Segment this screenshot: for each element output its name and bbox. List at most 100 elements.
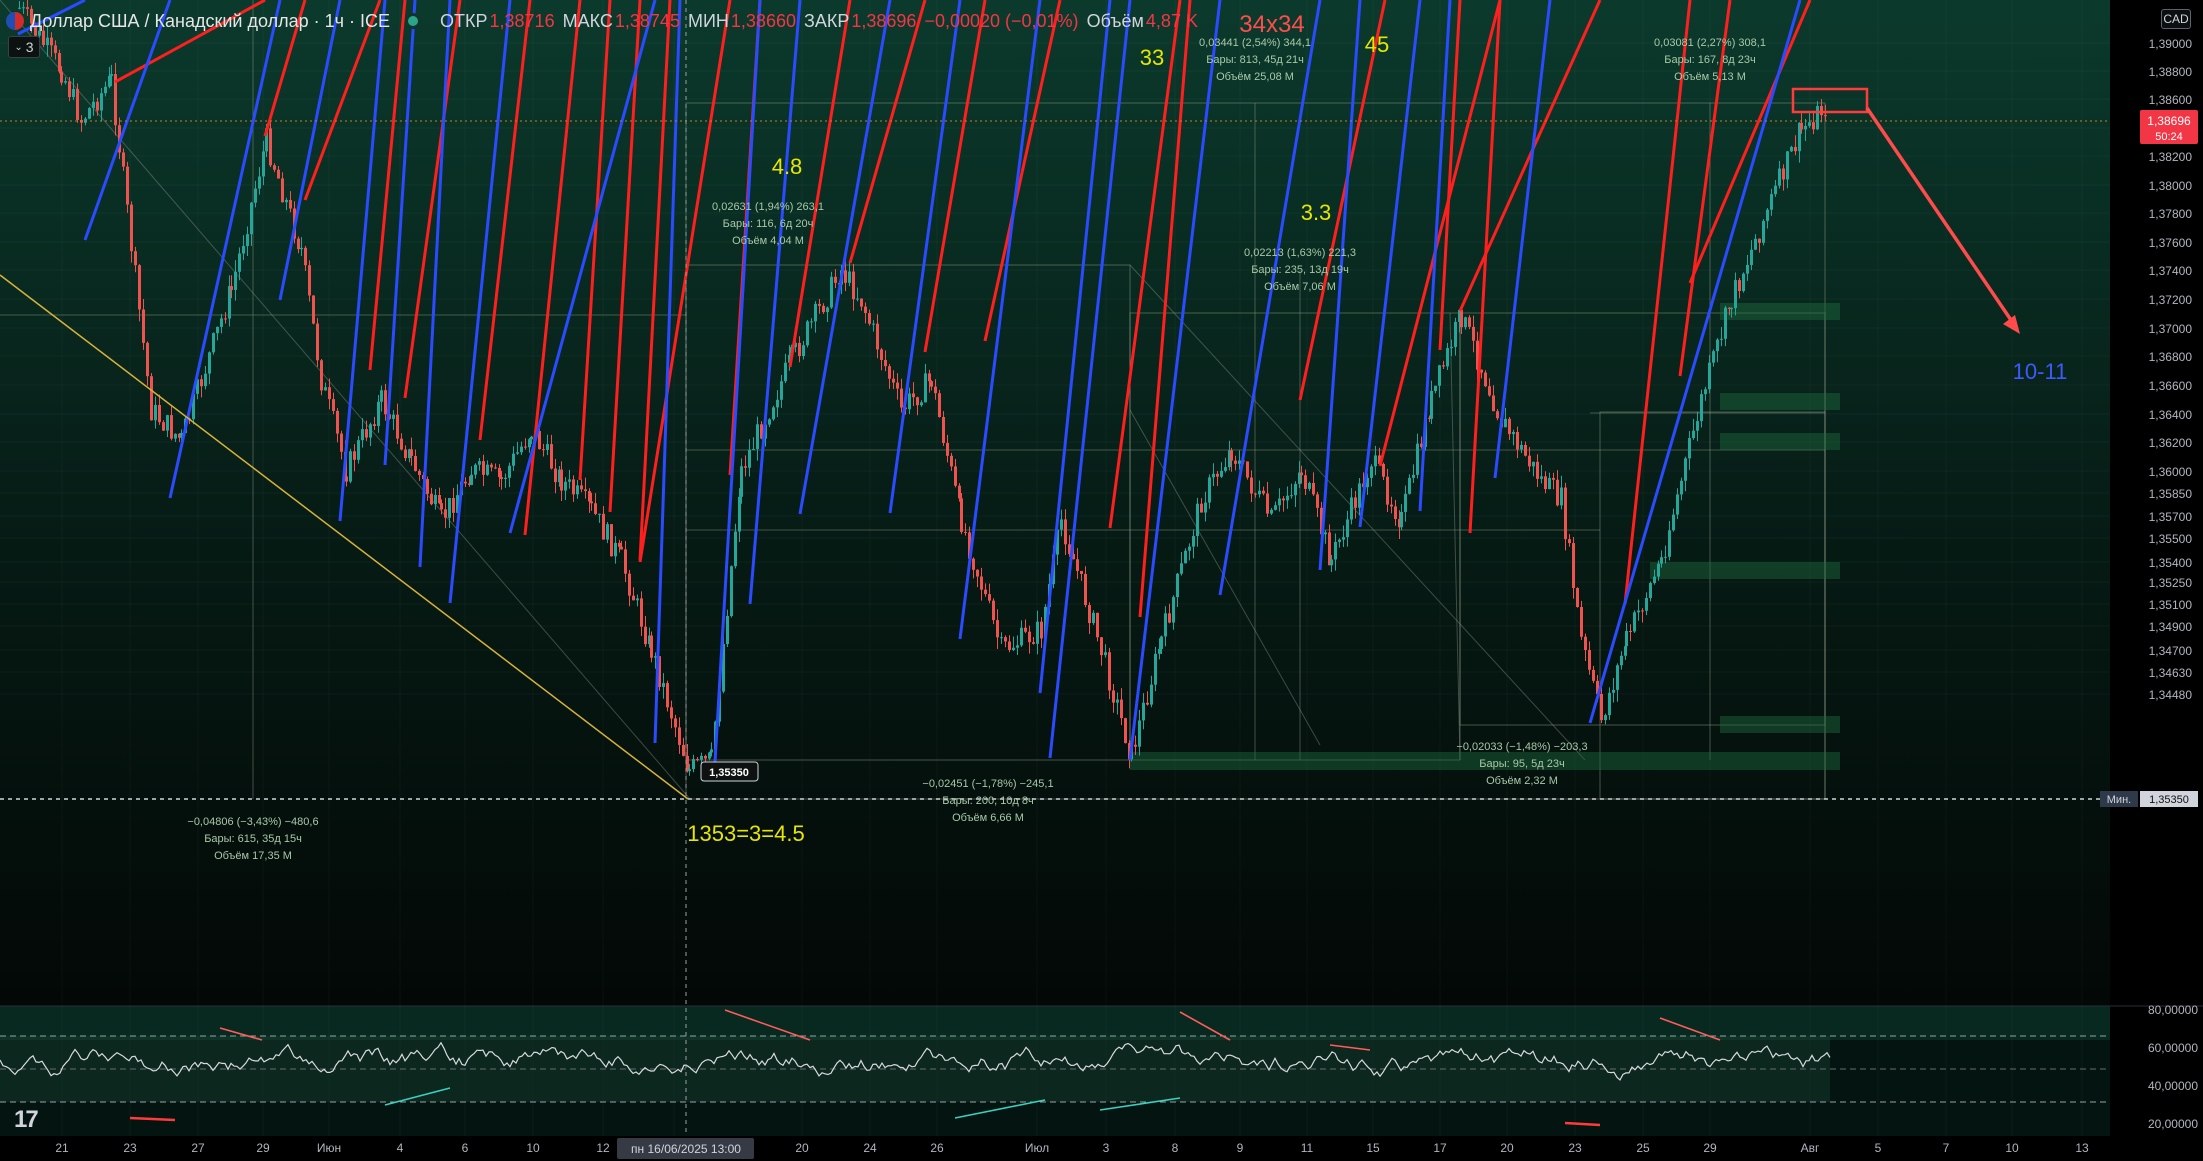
support-level — [508, 0, 657, 534]
support-level — [418, 0, 452, 568]
annotation-a4: 4.8 — [772, 154, 803, 179]
support-level — [1318, 0, 1362, 571]
time-tick-19: 17 — [1433, 1141, 1447, 1155]
measurement-0-l3: Объём 25,08 M — [1216, 71, 1294, 83]
price-tick-6: 1,37800 — [2149, 207, 2193, 221]
measurement-2-l1: 0,02631 (1,94%) 263,1 — [712, 201, 824, 213]
measurement-2-l3: Объём 4,04 M — [732, 235, 804, 247]
price-tick-7: 1,37600 — [2149, 236, 2193, 250]
measurement-4-l2: Бары: 615, 35д 15ч — [204, 833, 302, 845]
currency-button[interactable]: CAD — [2161, 9, 2191, 29]
crosshair-time-badge — [617, 1138, 754, 1159]
rsi-tick-2: 40,00000 — [2148, 1079, 2198, 1093]
measurement-0-l2: Бары: 813, 45д 21ч — [1206, 54, 1304, 66]
resistance-level — [368, 0, 407, 371]
min-label: Мин. — [2107, 794, 2131, 806]
crosshair-time-label: пн 16/06/2025 13:00 — [631, 1142, 741, 1156]
price-tick-1: 1,38800 — [2149, 65, 2193, 79]
open-label: ОТКР — [440, 10, 488, 31]
indicators-collapse-button[interactable]: ⌄ 3 — [8, 36, 40, 58]
time-axis-bg — [0, 1136, 2110, 1161]
target-box[interactable] — [1791, 87, 1869, 114]
min-label-badge — [2100, 791, 2138, 807]
forecast-arrow-head — [2003, 315, 2020, 334]
change-value: −0,00020 (−0,01%) — [924, 10, 1079, 31]
resistance-level — [578, 0, 612, 481]
candles — [18, 0, 1827, 776]
price-tick-17: 1,35700 — [2149, 510, 2193, 524]
annotation-a5: 3.3 — [1301, 200, 1332, 225]
annotation-a1: 33 — [1140, 45, 1164, 70]
support-level — [1128, 0, 1222, 761]
time-tick-6: 6 — [462, 1141, 469, 1155]
price-tick-21: 1,35100 — [2149, 598, 2193, 612]
time-tick-22: 25 — [1636, 1141, 1650, 1155]
open-value: 1,38716 — [489, 10, 555, 31]
measurement-0-l1: 0,03441 (2,54%) 344,1 — [1199, 37, 1311, 49]
time-tick-8: 12 — [596, 1141, 610, 1155]
time-tick-4: Июн — [317, 1141, 341, 1155]
support-level — [1493, 0, 1552, 479]
resistance-level — [303, 0, 382, 201]
support-level — [713, 0, 762, 763]
price-tick-18: 1,35500 — [2149, 532, 2193, 546]
time-tick-16: 9 — [1237, 1141, 1244, 1155]
tradingview-logo-icon[interactable]: 17 — [14, 1106, 39, 1133]
support-level — [1038, 0, 1112, 694]
price-tick-24: 1,34630 — [2149, 666, 2193, 680]
current-price-badge — [2140, 110, 2198, 144]
trendline[interactable] — [0, 274, 689, 800]
support-level — [798, 0, 892, 515]
market-status-icon[interactable] — [408, 16, 419, 26]
measurement-1-l2: Бары: 167, 8д 23ч — [1664, 54, 1756, 66]
price-tick-15: 1,36000 — [2149, 465, 2193, 479]
support-level — [748, 0, 802, 605]
resistance-level — [1458, 0, 1602, 312]
annotation-a3: 45 — [1365, 32, 1389, 57]
min-price-value: 1,35350 — [2149, 794, 2189, 806]
time-tick-23: 29 — [1703, 1141, 1717, 1155]
resistance-level — [1298, 0, 1387, 401]
measurement-6-l1: −0,02033 (−1,48%) −203,3 — [1456, 741, 1587, 753]
support-level — [338, 0, 387, 522]
rsi-indicator — [0, 1009, 2110, 1127]
annotation-a6: 1353=3=4.5 — [687, 821, 804, 846]
resistance-level — [848, 0, 927, 264]
support-level — [1358, 0, 1422, 528]
measurement-2-l2: Бары: 116, 6д 20ч — [723, 218, 814, 230]
time-tick-15: 8 — [1172, 1141, 1179, 1155]
time-tick-7: 10 — [526, 1141, 540, 1155]
volume-label: Объём — [1086, 10, 1144, 31]
time-tick-20: 20 — [1500, 1141, 1514, 1155]
measurement-5-l3: Объём 6,66 M — [952, 812, 1024, 824]
support-level — [383, 0, 417, 466]
high-label: МАКС — [562, 10, 613, 31]
support-level — [17, 0, 86, 36]
price-tick-13: 1,36400 — [2149, 408, 2193, 422]
close-value: 1,38696 — [851, 10, 917, 31]
resistance-level — [923, 0, 987, 353]
demand-zones — [1130, 303, 1840, 770]
price-tick-19: 1,35400 — [2149, 556, 2193, 570]
annotation-a2: 34x34 — [1239, 11, 1304, 38]
forecast-arrow[interactable] — [1865, 107, 2015, 324]
main-pane-bg — [0, 0, 2110, 1006]
resistance-level — [1438, 0, 1462, 351]
level-lines[interactable] — [17, 0, 1812, 763]
resistance-level — [1378, 0, 1502, 467]
measurement-6-l2: Бары: 95, 5д 23ч — [1479, 758, 1564, 770]
annotation-a7: 10-11 — [2013, 359, 2068, 384]
measurement-4-l1: −0,04806 (−3,43%) −480,6 — [187, 816, 318, 828]
time-tick-18: 15 — [1366, 1141, 1380, 1155]
support-level — [958, 0, 1042, 640]
measurement-1-l3: Объём 5,13 M — [1674, 71, 1746, 83]
measurement-4-l3: Объём 17,35 M — [214, 850, 292, 862]
symbol-title[interactable]: Доллар США / Канадский доллар · 1ч · ICE — [30, 10, 391, 31]
measurement-5-l2: Бары: 200, 10д 8ч — [942, 795, 1034, 807]
resistance-level — [788, 0, 852, 368]
symbol-header[interactable]: Доллар США / Канадский доллар · 1ч · ICE… — [6, 8, 1198, 34]
resistance-level — [608, 0, 642, 513]
rsi-tick-3: 20,00000 — [2148, 1117, 2198, 1131]
usdcad-flag-icon — [6, 12, 24, 30]
